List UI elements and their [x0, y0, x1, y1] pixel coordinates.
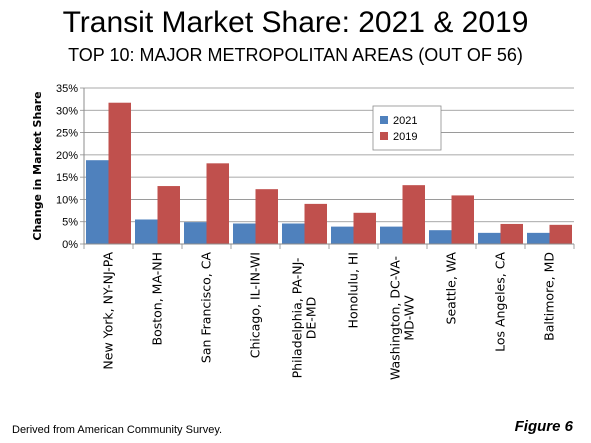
bar-2021 [86, 160, 109, 244]
x-tick-label: Honolulu, HI [346, 252, 361, 328]
x-tick-label: DE-MD [304, 297, 319, 339]
x-tick-label: MD-WV [402, 295, 417, 341]
bar-2019 [255, 189, 278, 244]
bar-2019 [206, 163, 229, 244]
y-tick-label: 15% [56, 172, 78, 184]
figure-label: Figure 6 [514, 418, 573, 435]
x-tick-label: Philadelphia, PA-NJ- [290, 258, 305, 379]
legend-box [372, 105, 442, 151]
legend-swatch-2019 [380, 132, 388, 140]
y-tick-label: 30% [56, 105, 78, 117]
bar-2019 [549, 224, 572, 244]
x-tick-label: New York, NY-NJ-PA [101, 252, 116, 370]
bar-2019 [304, 203, 327, 244]
x-tick-label: Baltimore, MD [542, 252, 557, 341]
bar-2021 [478, 232, 501, 244]
x-tick-label: San Francisco, CA [199, 252, 214, 364]
x-tick-label: Chicago, IL-IN-WI [248, 252, 263, 358]
x-tick-label: Seattle, WA [444, 252, 459, 325]
y-tick-label: 25% [56, 128, 78, 140]
bar-2021 [184, 222, 207, 244]
bar-2021 [331, 226, 354, 244]
legend-label-2021: 2021 [393, 115, 417, 127]
y-tick-label: 10% [56, 194, 78, 206]
y-tick-label: 5% [62, 217, 78, 229]
bar-2021 [135, 219, 158, 244]
bar-2019 [353, 212, 376, 244]
y-axis-label: Change in Market Share [31, 91, 44, 240]
legend-swatch-2021 [380, 116, 388, 124]
x-tick-label: Washington, DC-VA- [388, 256, 403, 380]
bar-2019 [157, 186, 180, 244]
source-note: Derived from American Community Survey. [12, 424, 223, 436]
x-tick-label: Boston, MA-NH [150, 252, 165, 345]
y-tick-label: 0% [62, 239, 78, 251]
bar-2021 [380, 226, 403, 244]
bar-2019 [500, 223, 523, 244]
bar-2019 [402, 185, 425, 244]
bar-2021 [429, 230, 452, 244]
bar-2019 [451, 195, 474, 244]
bar-2019 [108, 102, 131, 244]
chart-title: Transit Market Share: 2021 & 2019 [62, 6, 529, 39]
y-tick-label: 20% [56, 150, 78, 162]
bar-2021 [527, 232, 550, 244]
legend-label-2019: 2019 [393, 131, 417, 143]
bar-2021 [282, 223, 305, 244]
x-tick-label: Los Angeles, CA [493, 252, 508, 352]
bar-2021 [233, 223, 256, 244]
chart-subtitle: TOP 10: MAJOR METROPOLITAN AREAS (OUT OF… [68, 45, 523, 65]
y-tick-label: 35% [56, 83, 78, 95]
